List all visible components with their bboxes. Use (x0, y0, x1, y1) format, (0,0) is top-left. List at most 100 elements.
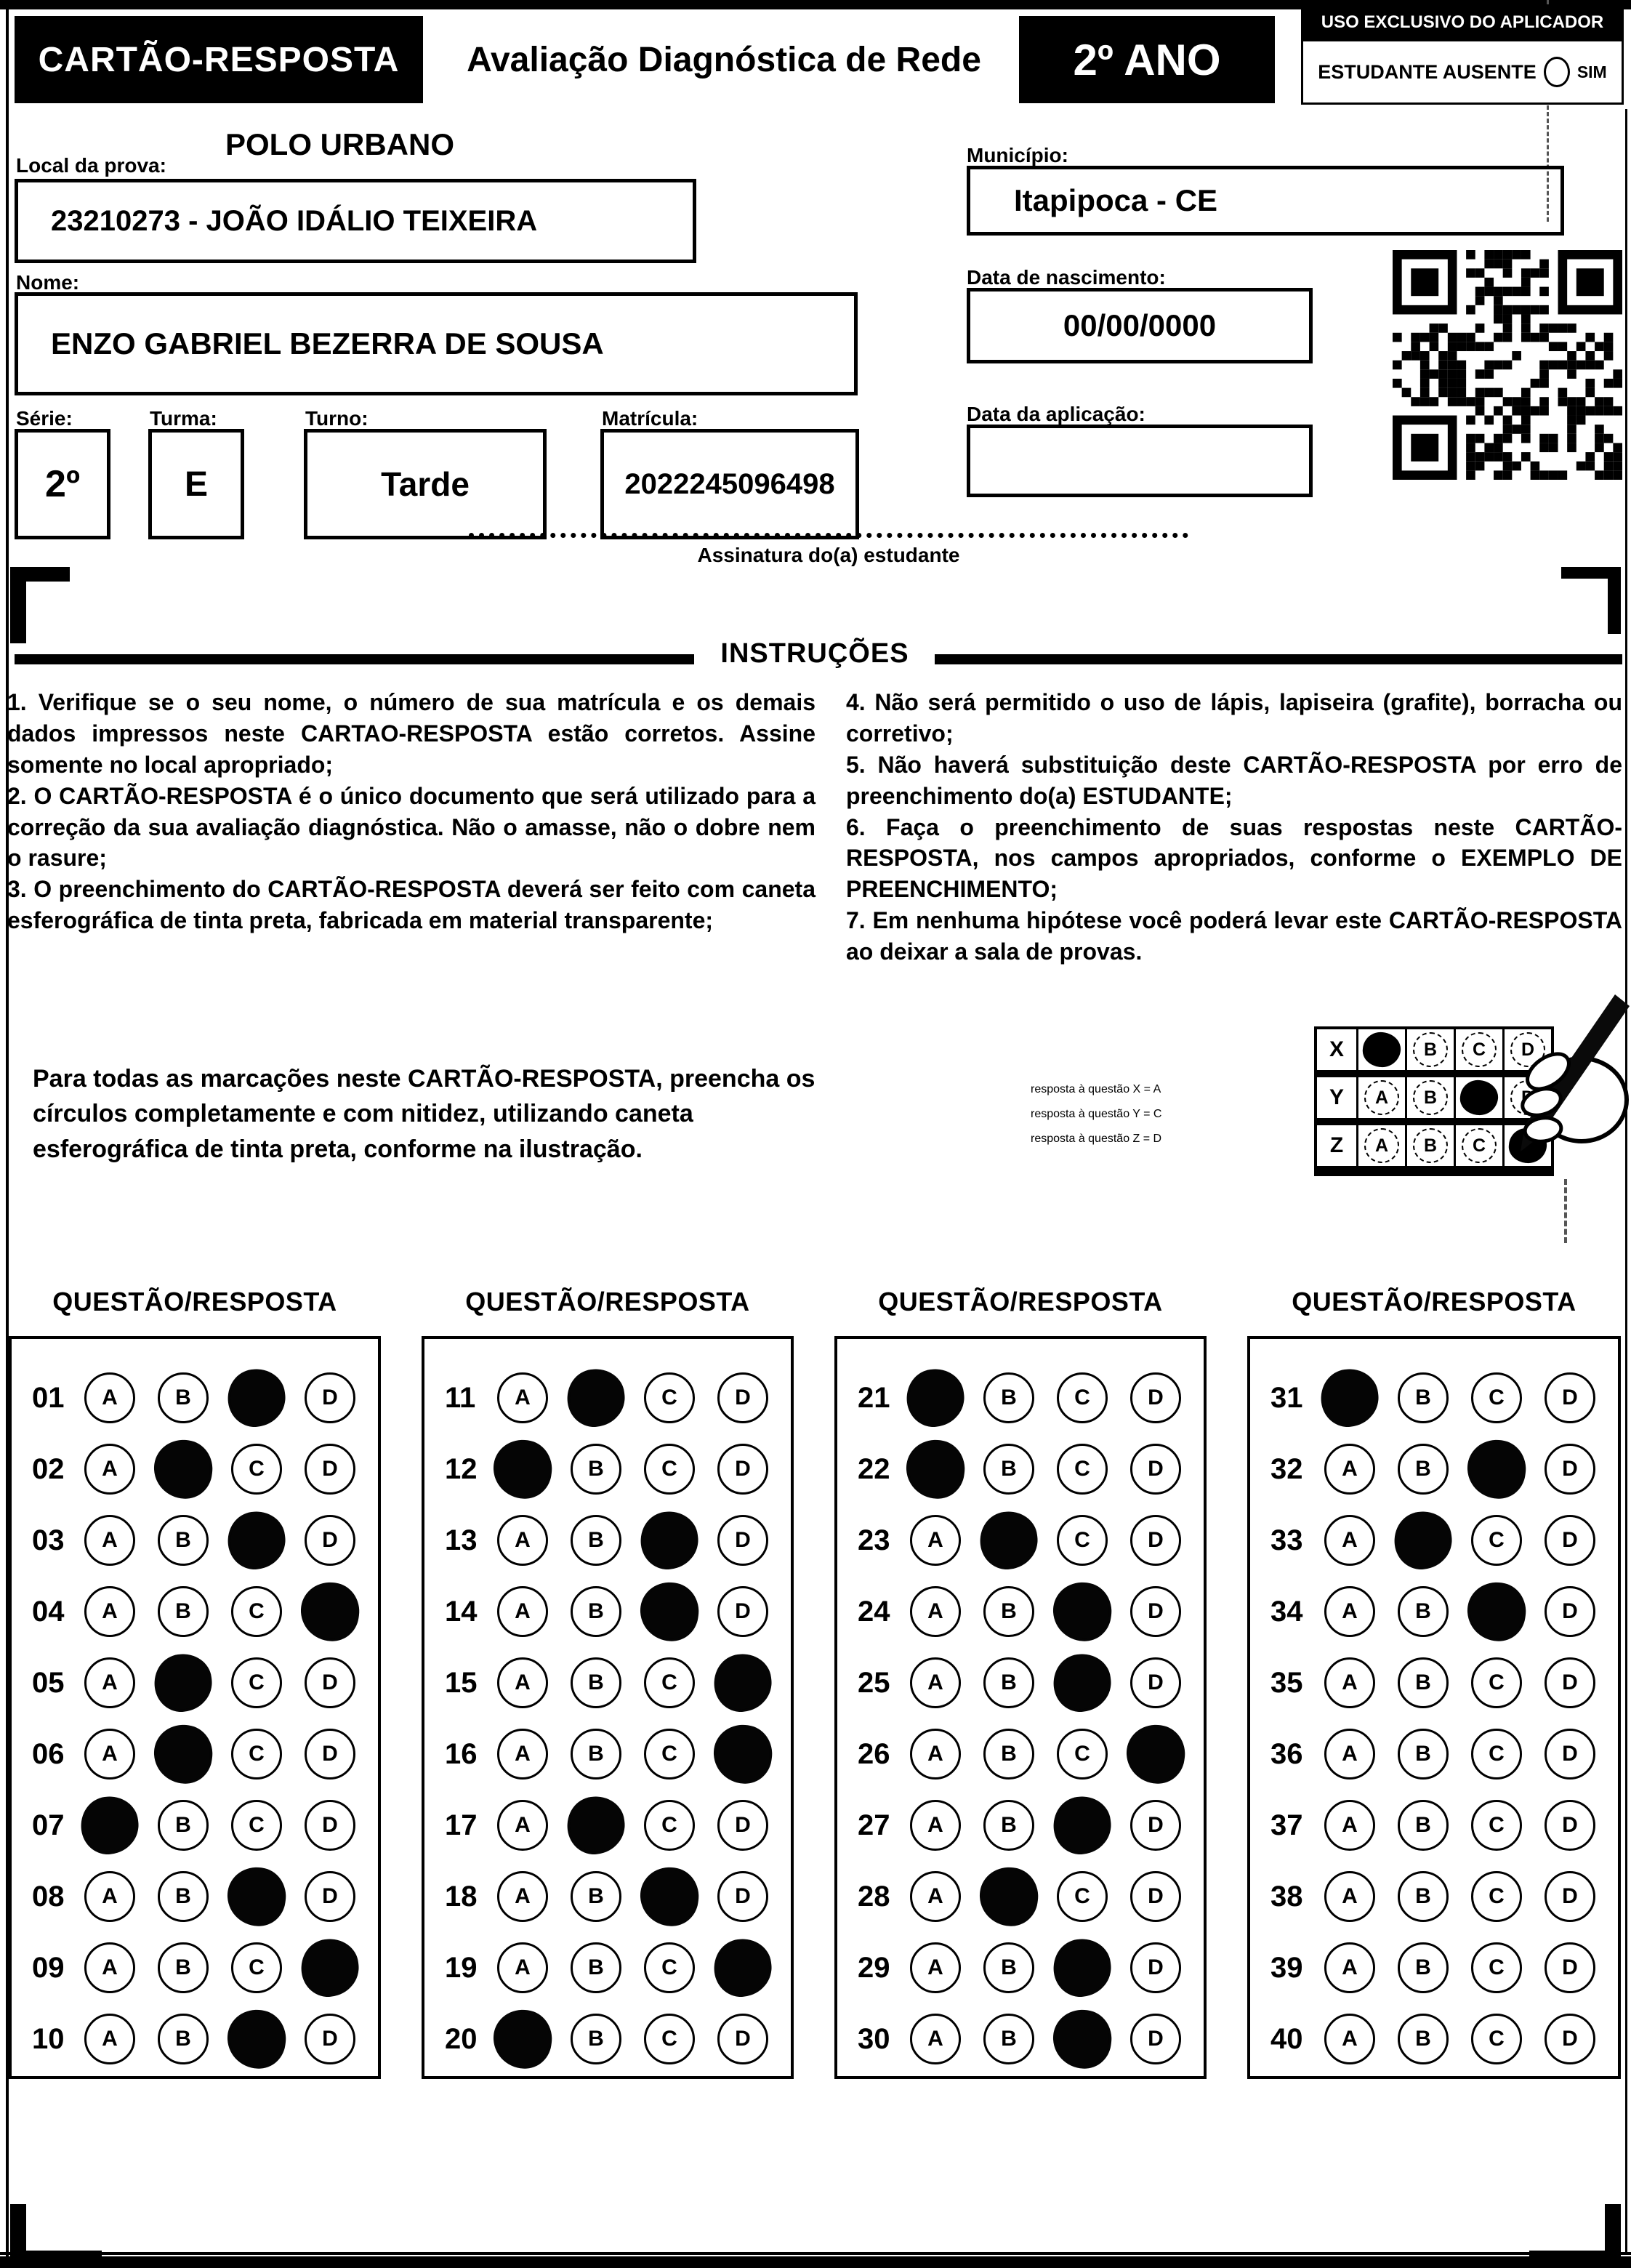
bubble-36-A: A (1324, 1729, 1375, 1780)
bubble-24-B: B (983, 1586, 1034, 1637)
turma-field: E (148, 429, 244, 539)
bubble-25-A: A (910, 1657, 961, 1708)
aplicacao-label: Data da aplicação: (967, 403, 1145, 425)
bubble-11-C: C (644, 1372, 695, 1423)
example-legend-line: resposta à questão X = A (1031, 1083, 1161, 1095)
bubble-10-B: B (158, 2014, 209, 2064)
bubble-34-D: D (1545, 1586, 1595, 1637)
bubble-16-A: A (497, 1729, 548, 1780)
bubble-02-C: C (231, 1444, 282, 1495)
fold-mark (1564, 1179, 1567, 1243)
question-number: 15 (445, 1666, 478, 1699)
question-number: 33 (1270, 1524, 1303, 1556)
corner-mark (10, 567, 26, 643)
bubble-11-D: D (717, 1372, 768, 1423)
bubble-07-D: D (305, 1800, 355, 1851)
bubble-32-C: C (1463, 1436, 1530, 1503)
municipio-field: Itapipoca - CE (967, 166, 1564, 236)
example-bubble-Z-D (1502, 1125, 1551, 1166)
bubble-25-B: B (983, 1657, 1034, 1708)
card-title: CARTÃO-RESPOSTA (38, 40, 400, 79)
left-edge-line (6, 9, 9, 2259)
bubble-27-C: C (1050, 1793, 1115, 1858)
bubble-02-B: B (150, 1436, 217, 1503)
answer-grid-1: 01ABCD02ABCD03ABCD04ABCD05ABCD06ABCD07AB… (9, 1336, 381, 2079)
bubble-18-B: B (571, 1871, 621, 1922)
question-number: 12 (445, 1452, 478, 1485)
bubble-14-B: B (571, 1586, 621, 1637)
bubble-07-C: C (231, 1800, 282, 1851)
nascimento-value: 00/00/0000 (1063, 308, 1217, 342)
bubble-12-A: A (489, 1436, 556, 1503)
bubble-19-C: C (644, 1942, 695, 1993)
answer-column-header: QUESTÃO/RESPOSTA (465, 1287, 750, 1316)
exam-title: Avaliação Diagnóstica de Rede (467, 40, 981, 79)
bubble-17-A: A (497, 1800, 548, 1851)
example-bubble-Y-A: A (1356, 1077, 1405, 1118)
bubble-40-D: D (1545, 2014, 1595, 2064)
bubble-24-A: A (910, 1586, 961, 1637)
bubble-40-B: B (1398, 2014, 1449, 2064)
bubble-14-D: D (717, 1586, 768, 1637)
answer-column-2: QUESTÃO/RESPOSTA 11ABCD12ABCD13ABCD14ABC… (422, 1287, 794, 2079)
bubble-25-C: C (1050, 1650, 1115, 1716)
bubble-23-C: C (1057, 1515, 1108, 1566)
option-circle: C (1462, 1128, 1497, 1163)
bubble-15-D: D (710, 1650, 776, 1716)
example-bubble-Z-A: A (1356, 1125, 1405, 1166)
bubble-39-B: B (1398, 1942, 1449, 1993)
answer-grid-3: 21ABCD22ABCD23ABCD24ABCD25ABCD26ABCD27AB… (834, 1336, 1207, 2079)
bubble-33-C: C (1471, 1515, 1522, 1566)
bubble-29-B: B (983, 1942, 1034, 1993)
nome-label: Nome: (16, 271, 80, 294)
bubble-26-C: C (1057, 1729, 1108, 1780)
bubble-22-A: A (902, 1436, 969, 1503)
question-number: 02 (32, 1452, 65, 1485)
question-number: 14 (445, 1595, 478, 1628)
turma-label: Turma: (150, 407, 217, 430)
question-number: 22 (858, 1452, 890, 1485)
bubble-30-C: C (1049, 2006, 1116, 2072)
turno-value: Tarde (381, 465, 470, 503)
question-number: 16 (445, 1737, 478, 1770)
bubble-07-A: A (77, 1793, 142, 1858)
bubble-06-B: B (150, 1721, 217, 1788)
question-number: 29 (858, 1951, 890, 1984)
question-row-37: 37 A B C D (1250, 1790, 1618, 1861)
bubble-01-B: B (158, 1372, 209, 1423)
bubble-12-D: D (717, 1444, 768, 1495)
municipio-value: Itapipoca - CE (1014, 183, 1218, 217)
bubble-35-B: B (1398, 1657, 1449, 1708)
bubble-34-A: A (1324, 1586, 1375, 1637)
bubble-18-C: C (636, 1863, 703, 1930)
question-row-39: 39 A B C D (1250, 1932, 1618, 2003)
signature-line (469, 533, 1188, 538)
bubble-12-C: C (644, 1444, 695, 1495)
bubble-13-D: D (717, 1515, 768, 1566)
school-field: 23210273 - JOÃO IDÁLIO TEIXEIRA (15, 179, 696, 263)
bubble-38-A: A (1324, 1871, 1375, 1922)
fill-instructions-note: Para todas as marcações neste CARTÃO-RES… (33, 1065, 816, 1163)
instruction-item: 4. Não será permitido o uso de lápis, la… (846, 689, 1622, 747)
bubble-40-C: C (1471, 2014, 1522, 2064)
bubble-24-D: D (1130, 1586, 1181, 1637)
bubble-01-C: C (224, 1365, 289, 1431)
bubble-08-D: D (305, 1871, 355, 1922)
bubble-09-C: C (231, 1942, 282, 1993)
fold-mark (1547, 0, 1549, 222)
bubble-10-D: D (305, 2014, 355, 2064)
bubble-18-D: D (717, 1871, 768, 1922)
bubble-10-A: A (84, 2014, 135, 2064)
